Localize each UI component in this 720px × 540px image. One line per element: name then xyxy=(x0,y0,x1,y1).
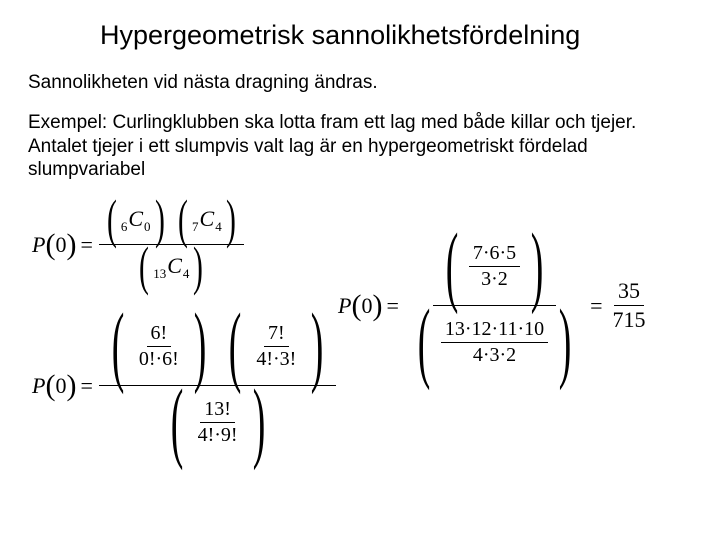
result-fraction: 35 715 xyxy=(609,277,650,334)
p-arg: ( 0 ) xyxy=(45,228,76,262)
result-num: 35 xyxy=(614,277,644,306)
equals-4: = xyxy=(590,293,602,319)
slide-title: Hypergeometrisk sannolikhetsfördelning xyxy=(100,20,692,51)
arg-0: 0 xyxy=(55,232,66,258)
formula-3: P ( 0 ) = ( 7·6·5 3·2 ) xyxy=(338,233,652,378)
p-symbol-3: P xyxy=(338,293,351,319)
equals-3: = xyxy=(386,293,398,319)
p-arg-2: ( 0 ) xyxy=(45,369,76,403)
fraction-2: ( 6! 0!·6! ) ( 7! 4!·3! ) xyxy=(99,313,336,458)
frac-13fac: 13! 4!·9! xyxy=(194,397,242,448)
equals-2: = xyxy=(80,373,92,399)
comb-6c0: 6 C 0 xyxy=(121,206,151,232)
formula-1: P ( 0 ) = ( 6 C 0 ) xyxy=(32,198,246,291)
frac-6fac: 6! 0!·6! xyxy=(135,321,183,372)
equals-1: = xyxy=(80,232,92,258)
frac-7fac: 7! 4!·3! xyxy=(252,321,300,372)
body-line-2: Exempel: Curlingklubben ska lotta fram e… xyxy=(28,111,692,182)
p-symbol-2: P xyxy=(32,373,45,399)
p-arg-3: ( 0 ) xyxy=(351,289,382,323)
formula-2: P ( 0 ) = ( 6! 0!·6! ) xyxy=(32,313,338,458)
comb-13c4: 13 C 4 xyxy=(153,253,189,279)
body-line-1: Sannolikheten vid nästa dragning ändras. xyxy=(28,71,692,95)
slide: Hypergeometrisk sannolikhetsfördelning S… xyxy=(0,0,720,540)
p-symbol: P xyxy=(32,232,45,258)
result-den: 715 xyxy=(609,306,650,334)
frac-765: 7·6·5 3·2 xyxy=(469,241,520,292)
comb-7c4: 7 C 4 xyxy=(192,206,222,232)
fraction-3: ( 7·6·5 3·2 ) ( 13·12·11·10 4·3·2 xyxy=(405,233,584,378)
fraction-1: ( 6 C 0 ) ( 7 C 4 xyxy=(99,198,244,291)
frac-13121110: 13·12·11·10 4·3·2 xyxy=(441,317,548,368)
formula-area: P ( 0 ) = ( 6 C 0 ) xyxy=(28,198,692,538)
